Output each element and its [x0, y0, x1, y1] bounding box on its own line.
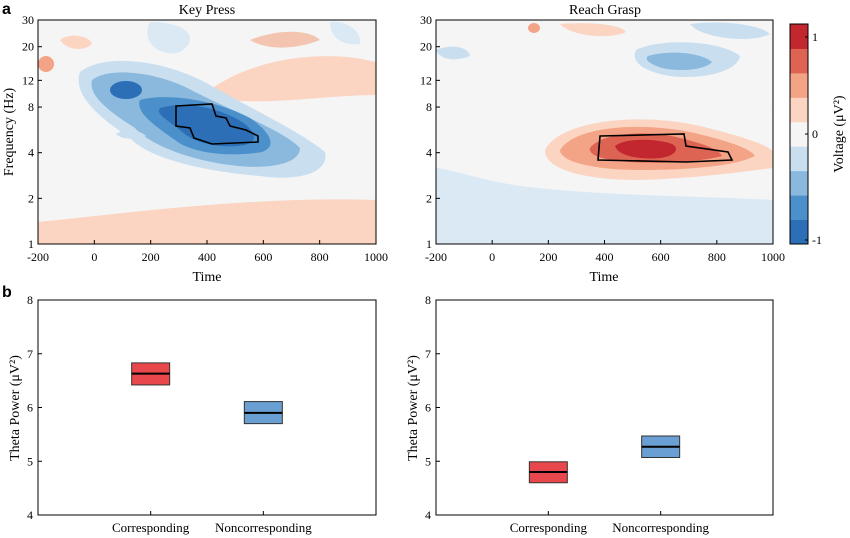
- y-axis-label: Theta Power (μV²): [406, 355, 421, 461]
- colorbar-cell: [790, 24, 808, 49]
- colorbar-cell: [790, 195, 808, 221]
- box-chart-marks: 4 5 6 7 8 Corresponding Noncorresponding: [425, 293, 710, 535]
- colorbar-ticks: 1 0 -1: [805, 30, 822, 247]
- y-tick-label: 2: [426, 191, 432, 205]
- y-tick-label: 8: [28, 100, 34, 114]
- y-tick-label: 6: [27, 401, 33, 415]
- chart-title-key-press: Key Press: [179, 3, 235, 18]
- y-tick-label: 7: [27, 347, 33, 361]
- x-axis-label: Time: [589, 270, 618, 285]
- heatmap-contour-band: [250, 31, 320, 48]
- heatmap-contour-band: [60, 35, 92, 49]
- heatmap-contour-band: [690, 22, 770, 39]
- x-tick-label: 600: [652, 250, 670, 264]
- y-tick-label: 4: [28, 146, 34, 160]
- heatmap-contour-band: [436, 46, 470, 60]
- heatmap-contour-band: [615, 139, 676, 159]
- y-tick-label: 1: [28, 237, 34, 251]
- panel-label-b: b: [2, 284, 12, 301]
- x-tick-label: 1000: [761, 250, 785, 264]
- heatmap-contour-band: [330, 21, 361, 45]
- category-label: Noncorresponding: [215, 520, 312, 535]
- x-tick-label: 800: [708, 250, 726, 264]
- colorbar-tick-label: 0: [812, 127, 818, 141]
- plot-frame: [435, 299, 774, 516]
- x-tick-label: 800: [311, 250, 329, 264]
- colorbar-tick-label: 1: [812, 30, 818, 44]
- y-tick-label: 12: [420, 73, 432, 87]
- colorbar-cell: [790, 219, 808, 245]
- colorbar-cell: [790, 170, 808, 196]
- heatmap-contour-band: [560, 23, 626, 37]
- x-tick-label: 0: [489, 250, 495, 264]
- y-tick-label: 5: [27, 454, 33, 468]
- colorbar-cell: [790, 48, 808, 74]
- x-tick-label: 200: [142, 250, 160, 264]
- x-tick-label: 600: [254, 250, 272, 264]
- y-axis-label: Frequency (Hz): [2, 88, 17, 177]
- colorbar-label: Voltage (μV²): [832, 95, 847, 172]
- colorbar-cell: [790, 146, 808, 172]
- y-tick-label: 2: [28, 191, 34, 205]
- category-label: Corresponding: [112, 520, 190, 535]
- y-tick-label: 4: [425, 508, 431, 522]
- category-label: Noncorresponding: [612, 520, 709, 535]
- heatmap-contour-band: [210, 56, 376, 102]
- y-tick-label: 12: [22, 73, 34, 87]
- y-tick-label: 4: [426, 146, 432, 160]
- y-tick-label: 8: [27, 293, 33, 307]
- x-tick-label: 400: [596, 250, 614, 264]
- y-tick-label: 30: [420, 13, 432, 27]
- y-tick-label: 6: [425, 401, 431, 415]
- heatmap-contour-band: [436, 20, 773, 108]
- heatmap-contour-band: [116, 130, 146, 139]
- heatmap-contour-band: [147, 22, 190, 54]
- theta-power-chart-key-press: 4 5 6 7 8 Corresponding Noncorresponding Theta…: [8, 293, 377, 535]
- x-tick-label: 400: [198, 250, 216, 264]
- colorbar: 1 0 -1 Voltage (μV²): [789, 23, 847, 247]
- theta-power-chart-reach-grasp: 4 5 6 7 8 Corresponding Noncorresponding Theta…: [406, 293, 774, 535]
- y-tick-label: 20: [420, 40, 432, 54]
- y-tick-label: 8: [425, 293, 431, 307]
- heatmap-field-key-press: [38, 20, 376, 244]
- heatmap-contour-band: [38, 199, 376, 244]
- heatmap-contour-band: [38, 56, 54, 72]
- heatmap-key-press: Key Press -200 0 200 400 600 800 1000124812203…: [2, 3, 388, 285]
- x-tick-label: 200: [539, 250, 557, 264]
- plot-frame: [37, 299, 377, 516]
- heatmap-contour-band: [158, 105, 255, 147]
- y-tick-label: 4: [27, 508, 33, 522]
- colorbar-cell: [790, 97, 808, 123]
- x-tick-label: 0: [91, 250, 97, 264]
- x-tick-label: -200: [425, 250, 447, 264]
- colorbar-tick-label: -1: [812, 233, 822, 247]
- x-axis-label: Time: [192, 270, 221, 285]
- chart-title-reach-grasp: Reach Grasp: [569, 3, 641, 18]
- colorbar-cell: [790, 72, 808, 98]
- y-tick-label: 1: [426, 237, 432, 251]
- y-tick-label: 7: [425, 347, 431, 361]
- heatmap-reach-grasp: Reach Grasp -200 0 200 400 600 800 10001248122…: [420, 3, 785, 285]
- y-axis-label: Theta Power (μV²): [8, 355, 23, 461]
- panel-label-a: a: [2, 1, 11, 18]
- y-tick-label: 30: [22, 13, 34, 27]
- y-tick-label: 8: [426, 100, 432, 114]
- heatmap-field-reach-grasp: [436, 20, 773, 244]
- x-tick-label: 1000: [364, 250, 388, 264]
- y-tick-label: 5: [425, 454, 431, 468]
- significance-contour: [597, 133, 734, 163]
- heatmap-contour-band: [110, 81, 142, 99]
- significance-contour: [175, 103, 259, 145]
- box-chart-marks: 4 5 6 7 8 Corresponding Noncorresponding: [27, 293, 312, 535]
- colorbar-cell: [790, 121, 808, 147]
- heatmap-contour-band: [528, 23, 540, 33]
- y-tick-label: 20: [22, 40, 34, 54]
- category-label: Corresponding: [510, 520, 588, 535]
- heatmap-contour-band: [646, 52, 712, 70]
- colorbar-cells: [790, 24, 808, 245]
- x-tick-label: -200: [27, 250, 49, 264]
